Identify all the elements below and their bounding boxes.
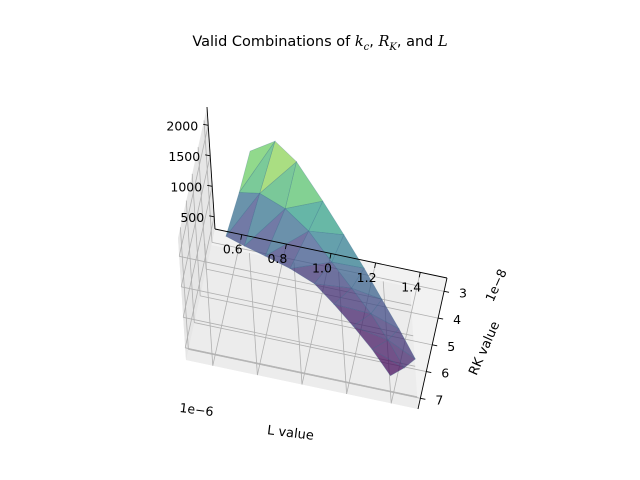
title-sep1: , <box>369 34 379 50</box>
title-kc: k <box>354 34 364 50</box>
x-tick-label: 1.2 <box>357 270 377 285</box>
grid-line-y-side <box>191 173 201 296</box>
surface-face <box>370 298 400 330</box>
x-axis-label: L value <box>266 423 314 444</box>
title-prefix: Valid Combinations of <box>192 34 355 50</box>
surface-face <box>333 287 372 315</box>
z-tick-mark <box>203 123 209 126</box>
grid-line-z-back <box>183 316 416 367</box>
x-tick-mark <box>418 272 421 278</box>
chart-title: Valid Combinations of kc, RK, and L <box>0 34 640 53</box>
x-tick-mark <box>329 253 332 259</box>
y-tick-label: 7 <box>435 392 443 407</box>
z-tick-mark <box>207 184 213 187</box>
grid-line-z-side <box>180 155 211 287</box>
x-tick-label: 1.0 <box>312 261 332 276</box>
title-kc-sub: c <box>363 41 370 53</box>
x-tick-mark <box>240 234 243 240</box>
y-axis-line <box>417 277 448 410</box>
surface-face <box>330 261 365 289</box>
grid-line-z-back <box>185 347 418 398</box>
grid-line-x-floor <box>256 243 287 376</box>
x-tick-mark <box>284 243 287 250</box>
z-tick-label: 500 <box>180 210 204 225</box>
z-axis-line <box>206 106 216 230</box>
x-tick-label: 0.6 <box>223 242 243 257</box>
z-tick-label: 1500 <box>168 149 200 164</box>
surface-mesh <box>225 140 416 377</box>
z-tick-label: 2000 <box>166 118 198 133</box>
surface-face <box>238 141 276 194</box>
y-tick-label: 3 <box>459 285 467 300</box>
surface-face <box>264 230 310 270</box>
tick-labels: 0.6 0.8 1.0 1.2 1.4 3 4 5 6 7 500 1000 1500 2000 <box>166 118 467 407</box>
surface-face <box>351 267 383 300</box>
grid-line-y-side <box>197 147 207 270</box>
y-tick-label: 4 <box>453 312 461 327</box>
y-axis-label: RK value <box>466 319 503 377</box>
x-tick-label: 1.4 <box>401 279 421 294</box>
grid-line-x-back <box>293 262 303 385</box>
grid-line-x-floor <box>212 234 243 366</box>
grid-line-y-side <box>179 227 189 350</box>
grid-line-y-side <box>185 200 195 323</box>
y-tick-mark <box>426 371 432 374</box>
grid-line-y-side <box>203 120 213 243</box>
x-tick-mark <box>374 262 377 269</box>
surface-face <box>225 192 261 237</box>
y-tick-mark <box>438 317 444 320</box>
x-offset-label: 1e−6 <box>179 400 215 419</box>
y-tick-mark <box>420 397 426 400</box>
surface-face <box>238 140 276 193</box>
y-offset-label: 1e−8 <box>482 267 510 304</box>
x-tick-label: 0.8 <box>267 251 287 266</box>
surface-face <box>313 283 353 305</box>
surface-face <box>289 261 333 285</box>
surface-face <box>308 200 345 236</box>
grid-line-y-floor <box>206 268 439 319</box>
grid-line-y-floor <box>188 348 421 399</box>
title-rk-sub: K <box>389 41 397 53</box>
z-tick-mark <box>209 215 215 218</box>
y-tick-mark <box>432 344 438 347</box>
y-tick-label: 6 <box>441 366 449 381</box>
title-rk: R <box>378 34 390 50</box>
y-tick-label: 5 <box>447 339 455 354</box>
grid-line-z-side <box>182 186 213 318</box>
z-tick-mark <box>205 154 211 157</box>
title-sep2: , and <box>396 34 438 50</box>
grid-line-z-side <box>184 216 215 348</box>
surface-face <box>352 313 389 341</box>
y-tick-mark <box>443 290 450 293</box>
grid-line-z-side <box>178 125 209 257</box>
grid-line-x-back <box>248 253 258 376</box>
title-l: L <box>438 34 448 50</box>
z-tick-label: 1000 <box>170 179 202 194</box>
grid-line-x-floor <box>390 272 421 404</box>
